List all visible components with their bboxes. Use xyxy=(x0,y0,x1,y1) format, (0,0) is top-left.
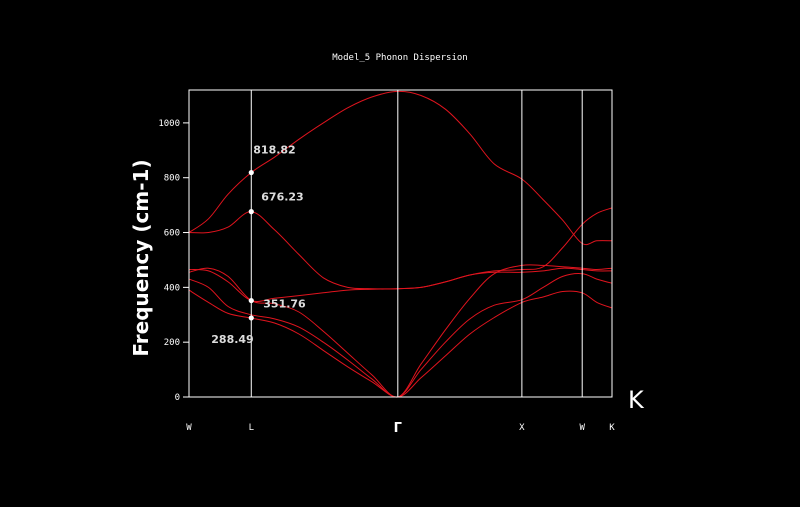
annotation-label: 351.76 xyxy=(263,298,306,311)
chart-title: Model_5 Phonon Dispersion xyxy=(332,53,467,63)
y-tick-label: 200 xyxy=(164,338,180,348)
y-tick-label: 1000 xyxy=(158,119,180,129)
annotation-label: 288.49 xyxy=(211,333,253,346)
band-line-3 xyxy=(188,267,613,302)
band-line-1 xyxy=(188,90,613,246)
y-axis-ticks: 0 200 400 600 800 1000 xyxy=(158,119,189,403)
x-tick-label: K xyxy=(609,423,615,433)
y-tick-label: 0 xyxy=(175,393,180,403)
x-tick-label: W xyxy=(579,423,585,433)
plot-frame xyxy=(188,89,613,398)
y-tick-label: 800 xyxy=(164,174,180,184)
x-tick-label: Γ xyxy=(394,421,402,436)
band-line-2 xyxy=(188,207,613,290)
y-axis-label: Frequency (cm-1) xyxy=(129,159,153,356)
annotation-marker xyxy=(248,209,254,215)
y-tick-label: 400 xyxy=(164,283,180,293)
annotation-label: 818.82 xyxy=(253,144,295,157)
high-symmetry-lines xyxy=(250,90,583,397)
x-tick-label: W xyxy=(186,423,192,433)
x-tick-label: L xyxy=(249,423,254,433)
annotation-label: 676.23 xyxy=(261,191,303,204)
corner-k-label: K xyxy=(628,386,645,414)
annotation-marker xyxy=(248,297,254,304)
annotation-marker xyxy=(248,315,254,321)
annotation-marker xyxy=(248,169,254,176)
frequency-annotations: 818.82 676.23 351.76 288.49 xyxy=(211,144,306,346)
x-tick-label: X xyxy=(519,423,525,433)
band-lines xyxy=(188,90,613,398)
band-line-5 xyxy=(188,273,613,398)
y-tick-label: 600 xyxy=(164,229,180,239)
